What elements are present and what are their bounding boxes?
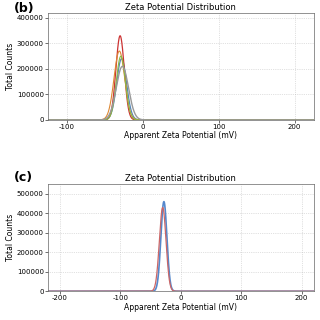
Y-axis label: Total Counts: Total Counts xyxy=(6,43,15,90)
X-axis label: Apparent Zeta Potential (mV): Apparent Zeta Potential (mV) xyxy=(124,132,237,140)
X-axis label: Apparent Zeta Potential (mV): Apparent Zeta Potential (mV) xyxy=(124,303,237,312)
Title: Zeta Potential Distribution: Zeta Potential Distribution xyxy=(125,174,236,183)
Y-axis label: Total Counts: Total Counts xyxy=(6,214,15,261)
Text: (c): (c) xyxy=(13,171,33,184)
Text: (b): (b) xyxy=(13,2,34,15)
Title: Zeta Potential Distribution: Zeta Potential Distribution xyxy=(125,3,236,12)
